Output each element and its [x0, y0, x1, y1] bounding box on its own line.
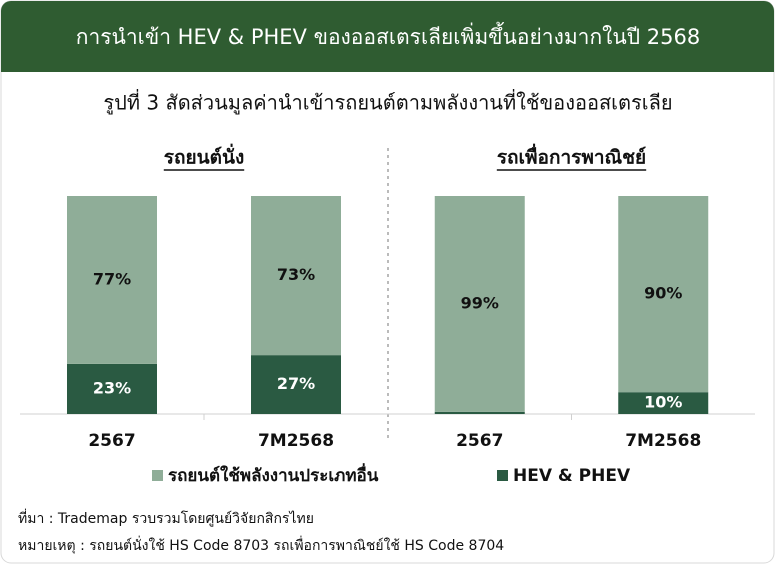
legend-label: HEV & PHEV	[513, 466, 631, 486]
x-tick-label: 2567	[88, 431, 135, 451]
source-note: ที่มา : Trademap รวบรวมโดยศูนย์วิจัยกสิก…	[18, 509, 314, 527]
bar-segment	[434, 411, 525, 414]
group-title: รถยนต์นั่ง	[164, 144, 244, 169]
bar-segment	[251, 196, 341, 356]
bar-segment	[434, 196, 525, 412]
data-label: 99%	[461, 293, 499, 312]
legend-label: รถยนต์ใช้พลังงานประเภทอื่น	[168, 463, 379, 486]
bar-segment	[251, 355, 341, 414]
x-tick-label: 7M2568	[625, 431, 701, 451]
data-label: 27%	[277, 374, 315, 393]
bar-segment	[618, 392, 709, 414]
bar-segment	[618, 196, 709, 393]
bar-segment	[67, 363, 157, 414]
data-label: 77%	[93, 269, 131, 288]
legend-swatch	[497, 470, 508, 481]
header-title: การนำเข้า HEV & PHEV ของออสเตรเลียเพิ่มข…	[76, 22, 701, 49]
header-bar	[1, 1, 774, 72]
x-tick-label: 2567	[456, 431, 503, 451]
bar-segment	[67, 196, 157, 364]
data-label: 90%	[644, 284, 682, 303]
footnote: หมายเหตุ : รถยนต์นั่งใช้ HS Code 8703 รถ…	[18, 536, 504, 554]
data-label: 73%	[277, 265, 315, 284]
group-title: รถเพื่อการพาณิชย์	[497, 144, 646, 169]
legend-swatch	[152, 470, 163, 481]
chart-title: รูปที่ 3 สัดส่วนมูลค่านำเข้ารถยนต์ตามพลั…	[103, 89, 672, 116]
data-label: 23%	[93, 378, 131, 397]
x-tick-label: 7M2568	[258, 431, 334, 451]
data-label: 10%	[644, 393, 682, 412]
